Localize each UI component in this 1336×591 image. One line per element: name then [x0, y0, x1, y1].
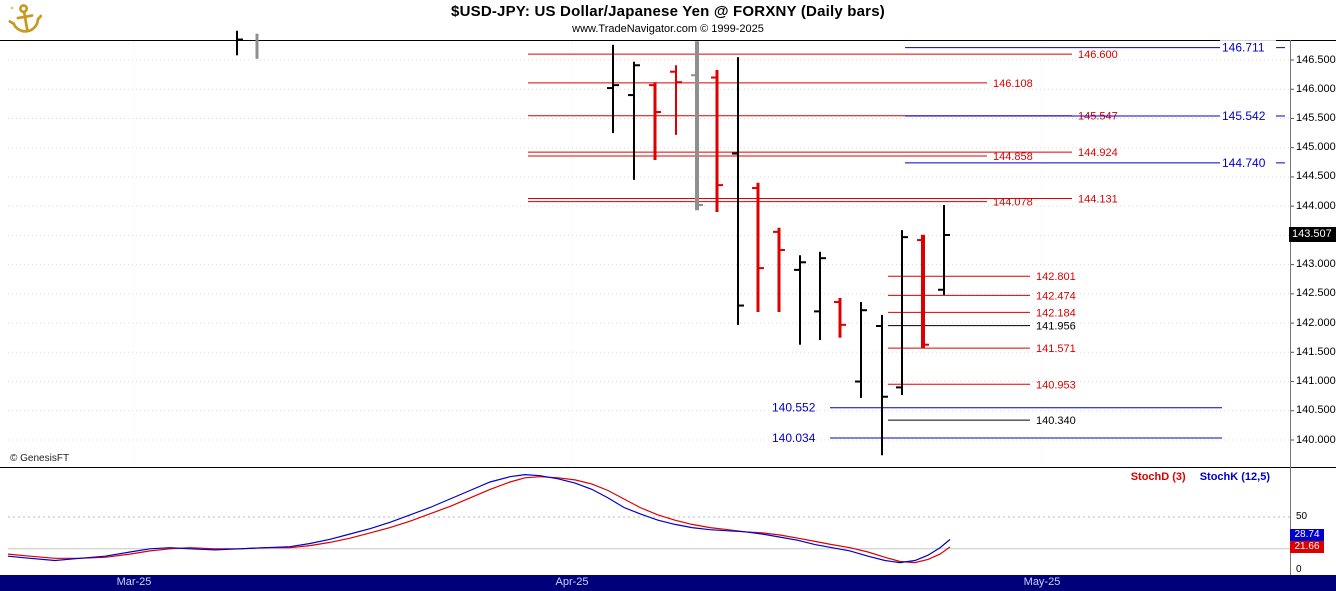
- price-level-label: 141.956: [1036, 321, 1076, 333]
- stochk-value-box: 28.74: [1290, 529, 1324, 542]
- price-level-label: 146.711: [1222, 41, 1265, 55]
- chart-subtitle: www.TradeNavigator.com © 1999-2025: [572, 23, 764, 35]
- price-level-label: 142.184: [1036, 307, 1076, 319]
- price-level-label: 144.131: [1078, 193, 1118, 205]
- chart-title: $USD-JPY: US Dollar/Japanese Yen @ FORXN…: [451, 3, 885, 20]
- stochd-legend-label[interactable]: StochD (3): [1130, 471, 1186, 483]
- price-level-label: 140.552: [772, 401, 816, 415]
- price-level-label: 144.740: [1222, 156, 1266, 170]
- level-label-bg: [1220, 155, 1276, 171]
- price-level-label: 146.600: [1078, 49, 1118, 61]
- stoch-axis-tick-50: 50: [1296, 511, 1308, 522]
- price-level-label: 144.078: [993, 197, 1033, 209]
- current-price-value: 143.507: [1292, 228, 1332, 241]
- stochd-value-box: 21.66: [1290, 541, 1324, 554]
- price-level-label: 140.340: [1036, 415, 1076, 427]
- price-level-label: 146.108: [993, 78, 1033, 90]
- current-price-box: 143.507: [1289, 227, 1336, 243]
- price-level-label: 141.571: [1036, 343, 1076, 355]
- price-level-label: 145.547: [1078, 111, 1118, 123]
- price-level-label: 144.858: [993, 151, 1033, 163]
- time-axis-bar: Mar-25 Apr-25 May-25: [0, 575, 1336, 591]
- stoch-legend: StochD (3) StochK (12,5): [1130, 471, 1270, 483]
- genesis-anchor-logo-icon: [6, 2, 43, 38]
- level-label-bg: [1220, 108, 1276, 124]
- stochk-line: [7, 473, 951, 564]
- chart-header: $USD-JPY: US Dollar/Japanese Yen @ FORXN…: [0, 0, 1336, 40]
- month-label: May-25: [1023, 576, 1061, 588]
- price-level-label: 142.474: [1036, 290, 1076, 302]
- month-label: Apr-25: [555, 576, 589, 588]
- genesisft-watermark: © GenesisFT: [10, 453, 70, 464]
- price-level-label: 144.924: [1078, 147, 1118, 159]
- price-level-label: 145.542: [1222, 109, 1266, 123]
- month-label: Mar-25: [116, 576, 152, 588]
- price-level-label: 140.034: [772, 431, 816, 445]
- stoch-axis-tick-0: 0: [1296, 564, 1302, 575]
- stochd-line: [7, 476, 951, 564]
- price-level-label: 142.801: [1036, 271, 1076, 283]
- level-label-bg: [1220, 40, 1276, 56]
- price-level-label: 140.953: [1036, 379, 1076, 391]
- stochk-legend-label[interactable]: StochK (12,5): [1199, 471, 1270, 483]
